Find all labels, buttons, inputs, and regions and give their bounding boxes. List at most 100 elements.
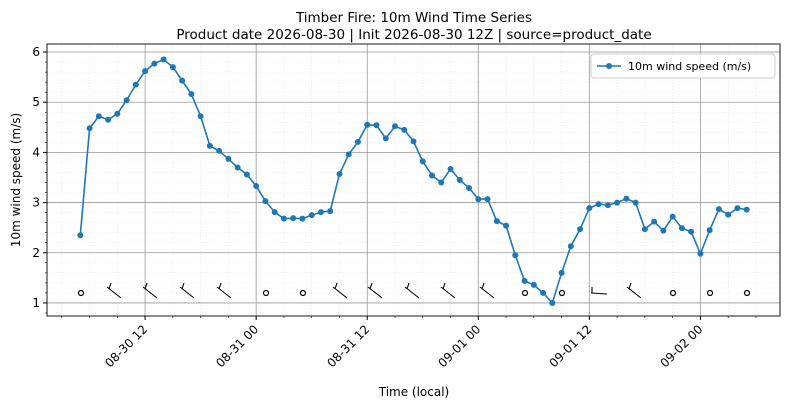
wind-barb bbox=[628, 282, 632, 290]
data-point bbox=[188, 91, 195, 98]
calm-marker bbox=[521, 289, 529, 297]
data-point bbox=[197, 113, 204, 120]
data-point bbox=[290, 215, 297, 222]
data-point bbox=[345, 151, 352, 158]
data-point bbox=[206, 142, 213, 149]
calm-marker bbox=[558, 289, 566, 297]
data-point bbox=[641, 226, 648, 233]
data-point bbox=[234, 164, 241, 171]
data-point bbox=[336, 170, 343, 177]
data-point bbox=[725, 211, 732, 218]
data-point bbox=[243, 171, 250, 178]
data-point bbox=[743, 206, 750, 213]
data-point bbox=[660, 227, 667, 234]
data-point bbox=[595, 201, 602, 208]
y-tick-label: 5 bbox=[32, 95, 40, 109]
x-tick-label: 08-30 12 bbox=[102, 322, 150, 370]
data-point bbox=[391, 123, 398, 130]
data-point bbox=[577, 226, 584, 233]
data-point bbox=[604, 202, 611, 209]
y-tick-label: 4 bbox=[32, 145, 40, 159]
chart-subtitle: Product date 2026-08-30 | Init 2026-08-3… bbox=[176, 27, 651, 43]
data-point bbox=[669, 213, 676, 220]
data-point bbox=[225, 155, 232, 162]
data-point bbox=[715, 206, 722, 213]
data-point bbox=[521, 277, 528, 284]
wind-barb bbox=[218, 282, 222, 290]
calm-marker bbox=[743, 289, 751, 297]
data-point bbox=[280, 215, 287, 222]
legend-box bbox=[590, 53, 776, 79]
data-point bbox=[308, 212, 315, 219]
wind-barb bbox=[334, 282, 338, 290]
legend-marker bbox=[606, 63, 612, 69]
wind-barb bbox=[481, 282, 485, 290]
x-tick-label: 09-01 00 bbox=[435, 322, 483, 370]
data-point bbox=[253, 183, 260, 190]
data-point bbox=[567, 243, 574, 250]
calm-marker bbox=[262, 289, 270, 297]
data-point bbox=[327, 208, 334, 215]
y-tick-label: 1 bbox=[32, 296, 40, 310]
data-point bbox=[512, 252, 519, 259]
wind-barb bbox=[590, 292, 608, 295]
data-point bbox=[678, 225, 685, 232]
data-point bbox=[447, 165, 454, 172]
data-point bbox=[169, 64, 176, 71]
data-point bbox=[317, 209, 324, 216]
data-point bbox=[123, 97, 130, 104]
y-tick-label: 3 bbox=[32, 196, 40, 210]
data-point bbox=[697, 250, 704, 257]
data-point bbox=[623, 195, 630, 202]
data-point bbox=[614, 199, 621, 206]
data-point bbox=[540, 289, 547, 296]
data-point bbox=[114, 110, 121, 117]
data-point bbox=[503, 222, 510, 229]
series-line bbox=[79, 58, 747, 305]
data-point bbox=[179, 77, 186, 84]
data-point bbox=[271, 209, 278, 216]
chart-title: Timber Fire: 10m Wind Time Series bbox=[295, 10, 532, 26]
data-point bbox=[373, 122, 380, 129]
data-point bbox=[299, 215, 306, 222]
x-tick-label: 08-31 00 bbox=[213, 322, 261, 370]
data-point bbox=[549, 299, 556, 306]
data-point bbox=[262, 198, 269, 205]
data-point bbox=[132, 81, 139, 88]
x-tick-label: 08-31 12 bbox=[324, 322, 372, 370]
data-point bbox=[216, 147, 223, 154]
data-point bbox=[586, 205, 593, 212]
data-point bbox=[466, 185, 473, 192]
data-point bbox=[151, 60, 158, 67]
wind-barb bbox=[442, 282, 446, 290]
data-point bbox=[105, 116, 112, 123]
data-point bbox=[558, 269, 565, 276]
calm-marker bbox=[77, 289, 85, 297]
data-point bbox=[142, 68, 149, 75]
calm-marker bbox=[706, 289, 714, 297]
data-point bbox=[86, 125, 93, 132]
calm-marker bbox=[299, 289, 307, 297]
data-point bbox=[438, 179, 445, 186]
data-point bbox=[401, 126, 408, 133]
y-axis-label: 10m wind speed (m/s) bbox=[9, 113, 23, 247]
wind-barb bbox=[108, 282, 112, 290]
data-point bbox=[95, 113, 102, 120]
data-point bbox=[419, 158, 426, 165]
data-point bbox=[493, 218, 500, 225]
y-tick-label: 6 bbox=[32, 45, 40, 59]
x-tick-label: 09-02 00 bbox=[657, 322, 705, 370]
data-point bbox=[651, 218, 658, 225]
wind-barb bbox=[144, 282, 148, 290]
data-point bbox=[77, 232, 84, 239]
wind-barb bbox=[181, 282, 185, 290]
calm-marker bbox=[669, 289, 677, 297]
wind-barb bbox=[406, 282, 410, 290]
data-point bbox=[484, 196, 491, 203]
data-point bbox=[734, 205, 741, 212]
x-tick-label: 09-01 12 bbox=[546, 322, 594, 370]
data-point bbox=[429, 172, 436, 179]
data-point bbox=[364, 121, 371, 128]
legend-label: 10m wind speed (m/s) bbox=[628, 60, 751, 73]
